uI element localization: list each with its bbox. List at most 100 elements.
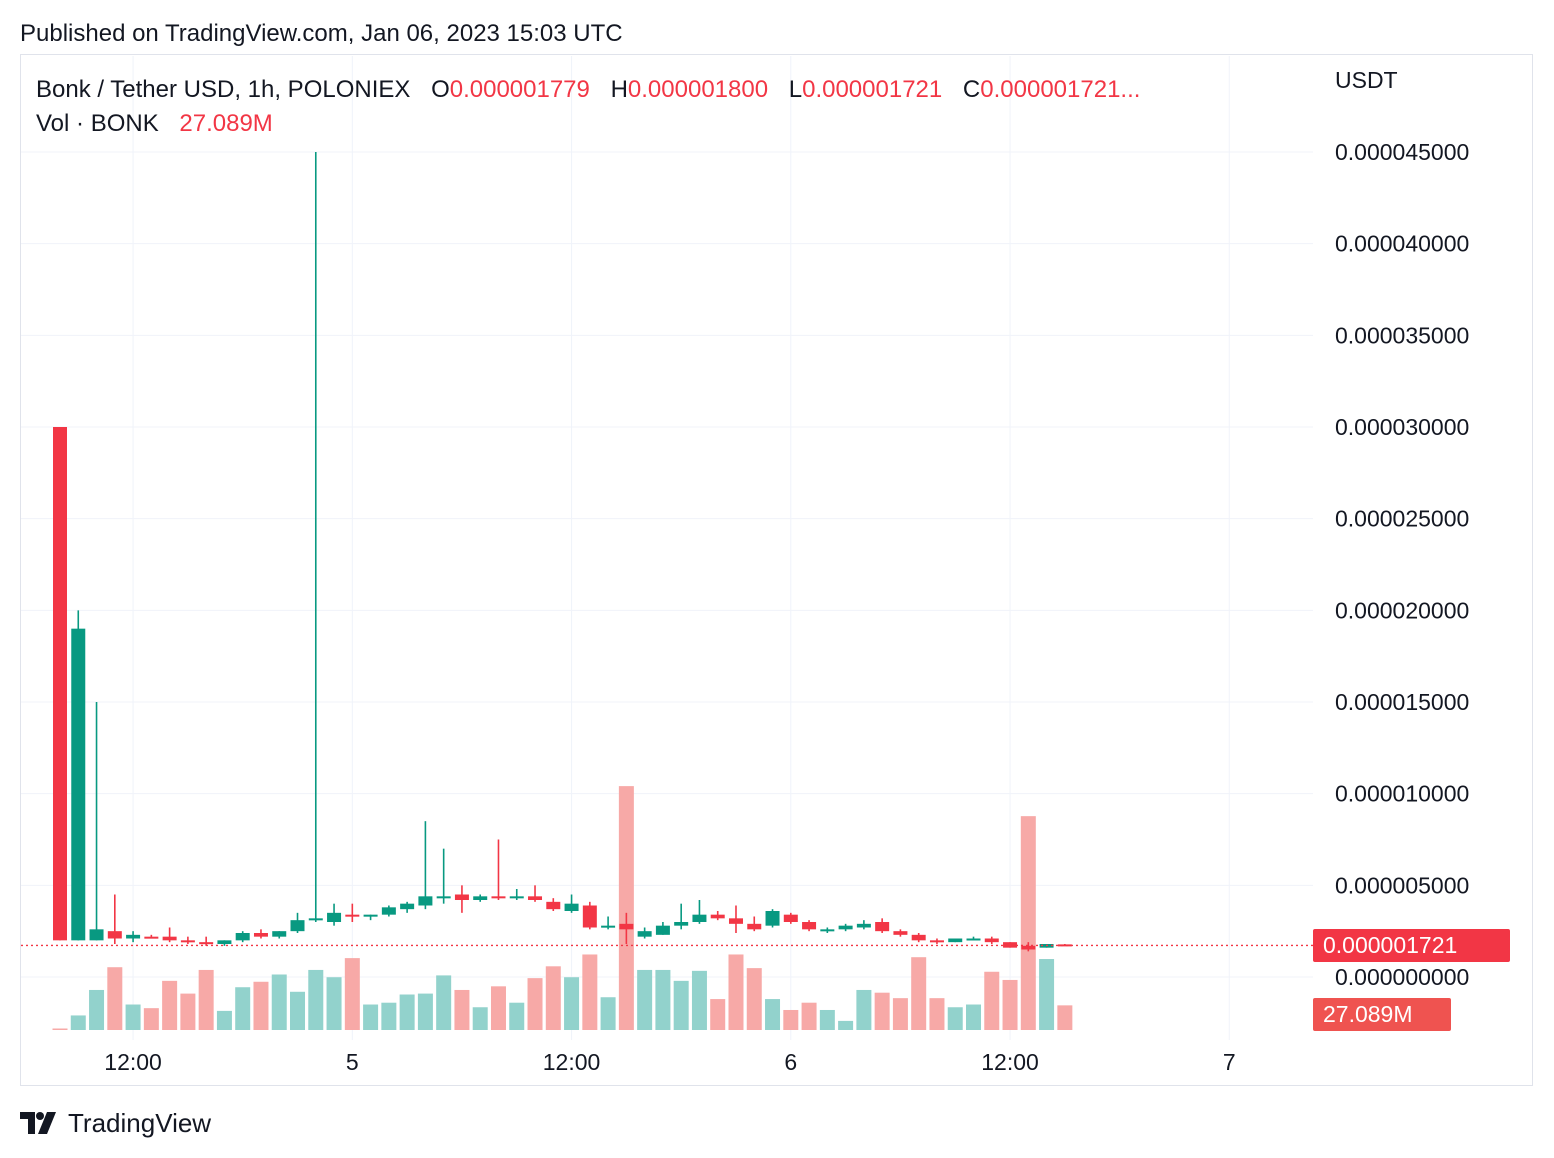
candle-body bbox=[637, 931, 652, 937]
candle-body bbox=[290, 920, 305, 932]
volume-bar bbox=[308, 969, 324, 1030]
chart-frame[interactable] bbox=[20, 54, 1533, 1086]
volume-bar bbox=[618, 786, 634, 1030]
x-tick-label: 7 bbox=[1223, 1049, 1236, 1075]
candle-body bbox=[180, 940, 195, 943]
currency-label: USDT bbox=[1335, 67, 1398, 93]
symbol-title: Bonk / Tether USD, 1h, POLONIEX bbox=[36, 76, 411, 103]
volume-bar bbox=[125, 1004, 141, 1030]
volume-label: Vol · BONK bbox=[36, 110, 159, 137]
volume-bar bbox=[874, 992, 890, 1030]
candle-body bbox=[838, 925, 853, 930]
volume-bar bbox=[819, 1009, 835, 1030]
candle-body bbox=[473, 896, 488, 900]
candle-body bbox=[802, 922, 817, 930]
volume-bar bbox=[143, 1008, 159, 1030]
candle-body bbox=[235, 933, 250, 941]
y-tick-label: 0.000035000 bbox=[1335, 322, 1469, 348]
volume-bar bbox=[637, 969, 653, 1030]
candle-body bbox=[1021, 945, 1036, 950]
x-tick-label: 6 bbox=[784, 1049, 797, 1075]
candle-body bbox=[53, 427, 67, 941]
low-value: 0.000001721 bbox=[802, 76, 943, 103]
volume-bar bbox=[454, 989, 470, 1030]
y-tick-label: 0.000020000 bbox=[1335, 597, 1469, 623]
candle-body bbox=[126, 934, 141, 939]
volume-bar bbox=[911, 957, 927, 1030]
candle-body bbox=[1003, 942, 1018, 948]
footer: TradingView bbox=[20, 1106, 211, 1140]
candle-body bbox=[491, 896, 506, 899]
close-value: 0.000001721... bbox=[980, 76, 1141, 103]
volume-bar bbox=[436, 975, 452, 1030]
candle-body bbox=[509, 896, 524, 899]
candle-body bbox=[674, 922, 689, 926]
candle-body bbox=[272, 931, 287, 937]
candle-body bbox=[1057, 944, 1072, 947]
candle-body bbox=[929, 940, 944, 943]
volume-bar bbox=[216, 1010, 232, 1030]
open-label: O bbox=[431, 76, 450, 103]
y-tick-label: 0.000025000 bbox=[1335, 506, 1469, 532]
candle-body bbox=[948, 938, 963, 943]
candle-body bbox=[363, 914, 378, 917]
y-tick-label: 0.000015000 bbox=[1335, 689, 1469, 715]
y-tick-label: 0.000000000 bbox=[1335, 964, 1469, 990]
candle-body bbox=[655, 925, 670, 935]
published-caption: Published on TradingView.com, Jan 06, 20… bbox=[20, 20, 623, 47]
volume-bar bbox=[655, 969, 671, 1030]
chart-legend[interactable]: Bonk / Tether USD, 1h, POLONIEX O 0.00000… bbox=[36, 74, 1140, 142]
candle-body bbox=[217, 940, 232, 944]
volume-bar bbox=[984, 971, 1000, 1030]
x-tick-label: 5 bbox=[346, 1049, 359, 1075]
candle-body bbox=[199, 942, 214, 945]
candle-body bbox=[966, 938, 981, 941]
y-tick-label: 0.000045000 bbox=[1335, 139, 1469, 165]
volume-bar bbox=[490, 986, 506, 1030]
volume-bar bbox=[966, 1004, 981, 1030]
time-axis: 12:00 5 12:00 6 12:00 7 bbox=[104, 1049, 1235, 1075]
volume-row: Vol · BONK 27.089M bbox=[36, 108, 1140, 142]
candle-body bbox=[162, 936, 177, 941]
volume-bar bbox=[710, 999, 726, 1030]
volume-tag: 27.089M bbox=[1313, 998, 1451, 1031]
volume-bar bbox=[1020, 816, 1036, 1030]
candle-body bbox=[436, 896, 451, 899]
high-label: H bbox=[610, 76, 628, 103]
close-label: C bbox=[962, 76, 981, 103]
candle-body bbox=[89, 929, 104, 941]
candle-body bbox=[619, 923, 634, 930]
volume-bar bbox=[509, 1002, 525, 1030]
volume-bar bbox=[801, 1002, 817, 1030]
volume-bar bbox=[381, 1002, 397, 1030]
volume-bar bbox=[70, 1015, 86, 1030]
candle-body bbox=[728, 918, 743, 924]
x-tick-label: 12:00 bbox=[543, 1049, 601, 1075]
volume-bar bbox=[728, 954, 744, 1030]
candle-body bbox=[345, 914, 360, 917]
high-value: 0.000001800 bbox=[627, 76, 769, 103]
candle-body bbox=[893, 931, 908, 935]
volume-bar bbox=[545, 966, 561, 1030]
volume-bar bbox=[564, 977, 580, 1030]
ohlc-row: Bonk / Tether USD, 1h, POLONIEX O 0.00000… bbox=[36, 74, 1140, 108]
volume-bar bbox=[198, 969, 214, 1030]
candle-body bbox=[875, 922, 890, 932]
candle-body bbox=[381, 907, 396, 915]
volume-bar bbox=[271, 974, 287, 1030]
candle-body bbox=[418, 896, 433, 906]
x-tick-label: 12:00 bbox=[104, 1049, 162, 1075]
candle-body bbox=[308, 918, 323, 921]
volume-bar bbox=[89, 989, 105, 1030]
candle-body bbox=[710, 914, 725, 919]
candles bbox=[53, 152, 1072, 952]
candle-body bbox=[820, 929, 835, 932]
candle-body bbox=[253, 933, 268, 937]
candle-body bbox=[107, 931, 122, 939]
volume-bar bbox=[399, 994, 415, 1030]
volume-bar bbox=[856, 989, 872, 1030]
candle-body bbox=[747, 923, 762, 930]
volume-bar bbox=[326, 977, 342, 1030]
candle-body bbox=[692, 914, 707, 922]
